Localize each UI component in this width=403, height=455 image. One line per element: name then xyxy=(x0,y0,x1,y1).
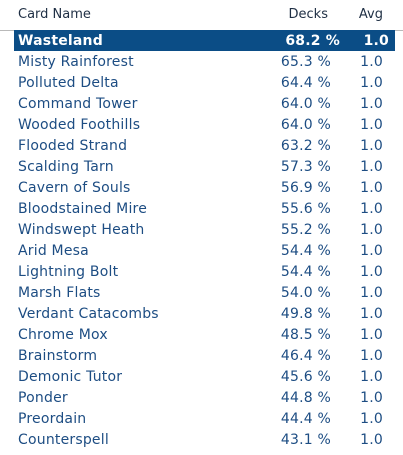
card-name-cell[interactable]: Brainstorm xyxy=(18,348,98,364)
avg-copies-cell: 1.0 xyxy=(360,180,383,196)
avg-copies-cell: 1.0 xyxy=(360,306,383,322)
avg-copies-cell: 1.0 xyxy=(360,369,383,385)
card-name-cell[interactable]: Wooded Foothills xyxy=(18,117,141,133)
avg-copies-cell: 1.0 xyxy=(360,243,383,259)
table-row[interactable]: Counterspell 43.1 % 1.0 xyxy=(0,429,403,450)
decks-percent-cell: 48.5 % xyxy=(280,327,331,343)
card-name-cell[interactable]: Cavern of Souls xyxy=(18,180,131,196)
card-name-cell[interactable]: Counterspell xyxy=(18,432,109,448)
decks-percent-cell: 64.4 % xyxy=(280,75,331,91)
card-name-cell[interactable]: Preordain xyxy=(18,411,87,427)
table-row[interactable]: Wooded Foothills 64.0 % 1.0 xyxy=(0,114,403,135)
table-row[interactable]: Windswept Heath 55.2 % 1.0 xyxy=(0,219,403,240)
decks-percent-cell: 63.2 % xyxy=(280,138,331,154)
table-row[interactable]: Bloodstained Mire 55.6 % 1.0 xyxy=(0,198,403,219)
decks-percent-cell: 65.3 % xyxy=(280,54,331,70)
table-row-selected[interactable]: Wasteland 68.2 % 1.0 xyxy=(14,30,395,51)
card-name-cell[interactable]: Ponder xyxy=(18,390,68,406)
table-header: Card Name Decks Avg xyxy=(0,0,403,31)
avg-copies-cell: 1.0 xyxy=(360,285,383,301)
card-name-cell[interactable]: Bloodstained Mire xyxy=(18,201,148,217)
decks-percent-cell: 68.2 % xyxy=(285,33,340,49)
table-row[interactable]: Scalding Tarn 57.3 % 1.0 xyxy=(0,156,403,177)
table-row[interactable]: Polluted Delta 64.4 % 1.0 xyxy=(0,72,403,93)
avg-copies-cell: 1.0 xyxy=(360,222,383,238)
table-row[interactable]: Ponder 44.8 % 1.0 xyxy=(0,387,403,408)
table-row[interactable]: Preordain 44.4 % 1.0 xyxy=(0,408,403,429)
table-row[interactable]: Brainstorm 46.4 % 1.0 xyxy=(0,345,403,366)
avg-copies-cell: 1.0 xyxy=(360,138,383,154)
decks-percent-cell: 64.0 % xyxy=(280,117,331,133)
decks-percent-cell: 46.4 % xyxy=(280,348,331,364)
header-decks[interactable]: Decks xyxy=(288,7,328,22)
card-name-cell[interactable]: Verdant Catacombs xyxy=(18,306,159,322)
decks-percent-cell: 56.9 % xyxy=(280,180,331,196)
header-card-name[interactable]: Card Name xyxy=(18,7,91,22)
avg-copies-cell: 1.0 xyxy=(360,75,383,91)
avg-copies-cell: 1.0 xyxy=(363,33,389,49)
decks-percent-cell: 45.6 % xyxy=(280,369,331,385)
avg-copies-cell: 1.0 xyxy=(360,390,383,406)
decks-percent-cell: 57.3 % xyxy=(280,159,331,175)
card-name-cell[interactable]: Marsh Flats xyxy=(18,285,101,301)
card-name-cell[interactable]: Chrome Mox xyxy=(18,327,108,343)
table-row[interactable]: Demonic Tutor 45.6 % 1.0 xyxy=(0,366,403,387)
avg-copies-cell: 1.0 xyxy=(360,327,383,343)
avg-copies-cell: 1.0 xyxy=(360,201,383,217)
card-name-cell[interactable]: Windswept Heath xyxy=(18,222,145,238)
card-name-cell[interactable]: Misty Rainforest xyxy=(18,54,134,70)
card-name-cell[interactable]: Wasteland xyxy=(18,33,103,49)
card-name-cell[interactable]: Lightning Bolt xyxy=(18,264,119,280)
card-list: Wasteland 68.2 % 1.0 Misty Rainforest 65.3 %… xyxy=(0,30,403,450)
decks-percent-cell: 54.4 % xyxy=(280,264,331,280)
table-row[interactable]: Cavern of Souls 56.9 % 1.0 xyxy=(0,177,403,198)
table-row[interactable]: Misty Rainforest 65.3 % 1.0 xyxy=(0,51,403,72)
table-row[interactable]: Marsh Flats 54.0 % 1.0 xyxy=(0,282,403,303)
decks-percent-cell: 43.1 % xyxy=(280,432,331,448)
card-name-cell[interactable]: Arid Mesa xyxy=(18,243,89,259)
card-name-cell[interactable]: Command Tower xyxy=(18,96,138,112)
card-name-cell[interactable]: Scalding Tarn xyxy=(18,159,114,175)
table-row[interactable]: Arid Mesa 54.4 % 1.0 xyxy=(0,240,403,261)
decks-percent-cell: 44.4 % xyxy=(280,411,331,427)
avg-copies-cell: 1.0 xyxy=(360,96,383,112)
decks-percent-cell: 54.0 % xyxy=(280,285,331,301)
avg-copies-cell: 1.0 xyxy=(360,117,383,133)
table-row[interactable]: Chrome Mox 48.5 % 1.0 xyxy=(0,324,403,345)
avg-copies-cell: 1.0 xyxy=(360,348,383,364)
table-row[interactable]: Flooded Strand 63.2 % 1.0 xyxy=(0,135,403,156)
card-name-cell[interactable]: Demonic Tutor xyxy=(18,369,123,385)
decks-percent-cell: 64.0 % xyxy=(280,96,331,112)
header-avg[interactable]: Avg xyxy=(358,7,383,22)
decks-percent-cell: 55.2 % xyxy=(280,222,331,238)
card-name-cell[interactable]: Flooded Strand xyxy=(18,138,128,154)
table-row[interactable]: Command Tower 64.0 % 1.0 xyxy=(0,93,403,114)
decks-percent-cell: 55.6 % xyxy=(280,201,331,217)
avg-copies-cell: 1.0 xyxy=(360,432,383,448)
table-row[interactable]: Lightning Bolt 54.4 % 1.0 xyxy=(0,261,403,282)
avg-copies-cell: 1.0 xyxy=(360,264,383,280)
avg-copies-cell: 1.0 xyxy=(360,54,383,70)
table-row[interactable]: Verdant Catacombs 49.8 % 1.0 xyxy=(0,303,403,324)
decks-percent-cell: 54.4 % xyxy=(280,243,331,259)
avg-copies-cell: 1.0 xyxy=(360,411,383,427)
decks-percent-cell: 44.8 % xyxy=(280,390,331,406)
avg-copies-cell: 1.0 xyxy=(360,159,383,175)
decks-percent-cell: 49.8 % xyxy=(280,306,331,322)
card-name-cell[interactable]: Polluted Delta xyxy=(18,75,119,91)
